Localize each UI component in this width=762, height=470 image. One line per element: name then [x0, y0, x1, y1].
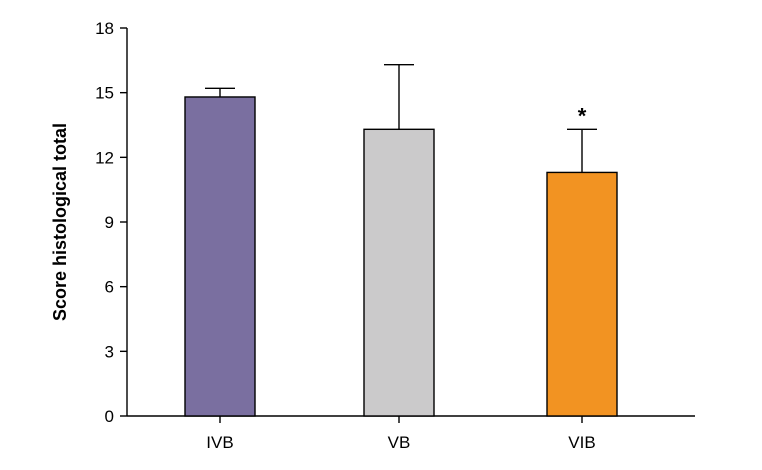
- y-axis-label: Score histological total: [50, 123, 70, 321]
- category-label-vib: VIB: [568, 433, 595, 452]
- y-ticks: 0 3 6 9 12 15 18: [95, 19, 127, 426]
- category-label-ivb: IVB: [206, 433, 233, 452]
- y-tick-label: 18: [95, 19, 114, 38]
- y-tick-label: 0: [105, 407, 114, 426]
- bar-vib: [546, 171, 618, 417]
- bar-ivb: [184, 96, 256, 417]
- y-tick-label: 12: [95, 148, 114, 167]
- category-label-vb: VB: [388, 433, 411, 452]
- bar-vb: [363, 128, 435, 417]
- bars: *: [184, 63, 618, 417]
- y-tick-label: 3: [105, 342, 114, 361]
- x-axis: IVB VB VIB: [127, 415, 695, 452]
- y-tick-label: 15: [95, 84, 114, 103]
- significance-annotation: *: [578, 103, 587, 128]
- y-tick-label: 9: [105, 213, 114, 232]
- y-tick-label: 6: [105, 278, 114, 297]
